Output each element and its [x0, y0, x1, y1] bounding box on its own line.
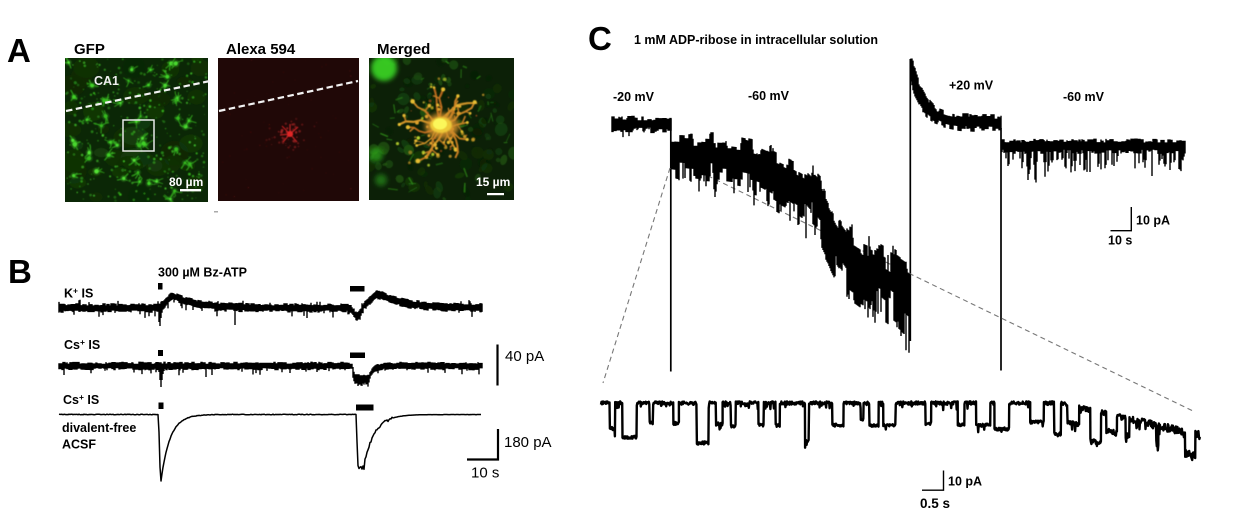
svg-text:0.5 s: 0.5 s: [920, 496, 950, 510]
svg-text:10 pA: 10 pA: [1136, 214, 1170, 228]
svg-text:10 s: 10 s: [471, 465, 499, 482]
svg-text:K+ IS: K+ IS: [64, 286, 93, 301]
svg-text:80 µm: 80 µm: [169, 175, 203, 189]
svg-text:CA1: CA1: [94, 74, 119, 88]
svg-text:-60 mV: -60 mV: [748, 89, 790, 103]
svg-text:C: C: [588, 20, 612, 57]
svg-text:+20 mV: +20 mV: [949, 79, 994, 93]
svg-text:10 s: 10 s: [1108, 234, 1132, 248]
svg-text:GFP: GFP: [74, 41, 105, 58]
svg-text:10 pA: 10 pA: [948, 475, 982, 489]
svg-text:40 pA: 40 pA: [505, 348, 544, 365]
svg-text:300 µM Bz-ATP: 300 µM Bz-ATP: [158, 266, 247, 280]
svg-text:Cs+ IS: Cs+ IS: [63, 392, 99, 407]
svg-text:Alexa 594: Alexa 594: [226, 41, 296, 58]
svg-text:ACSF: ACSF: [62, 438, 96, 452]
svg-text:Merged: Merged: [377, 41, 430, 58]
svg-text:A: A: [7, 32, 31, 69]
svg-text:180 pA: 180 pA: [504, 434, 552, 451]
svg-text:15 µm: 15 µm: [476, 175, 510, 189]
svg-text:-60 mV: -60 mV: [1063, 90, 1105, 104]
svg-text:1 mM ADP-ribose in intracellul: 1 mM ADP-ribose in intracellular solutio…: [634, 33, 878, 47]
svg-text:Cs+ IS: Cs+ IS: [64, 337, 100, 352]
svg-text:-20 mV: -20 mV: [613, 90, 655, 104]
svg-text:divalent-free: divalent-free: [62, 421, 136, 435]
svg-text:B: B: [8, 253, 32, 290]
